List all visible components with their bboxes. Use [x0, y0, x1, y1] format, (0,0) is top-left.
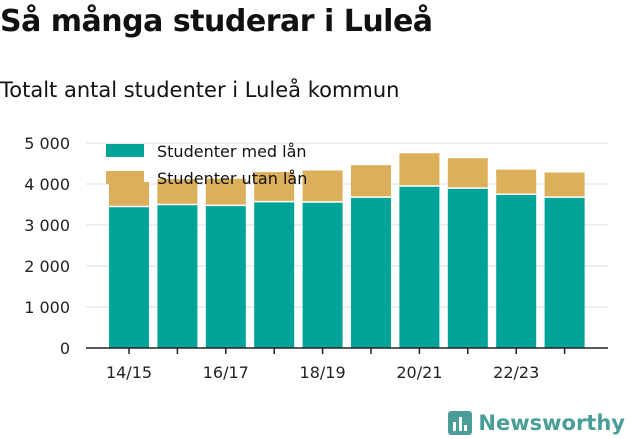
y-tick-label: 5 000 — [24, 134, 70, 153]
legend-label-without-loan: Studenter utan lån — [157, 169, 307, 188]
newsworthy-logo: Newsworthy — [448, 411, 625, 435]
bar-without-loan — [399, 153, 440, 187]
bar-without-loan — [544, 172, 585, 198]
bar-with-loan — [254, 201, 295, 348]
bar-without-loan — [254, 172, 295, 202]
x-tick-label: 18/19 — [300, 363, 346, 382]
bar-chart-logo-icon — [448, 411, 473, 435]
bar-without-loan — [205, 178, 246, 206]
bars — [109, 153, 585, 348]
bar-without-loan — [447, 158, 488, 189]
chart-subtitle: Totalt antal studenter i Luleå kommun — [0, 78, 400, 102]
x-tick-label: 20/21 — [396, 363, 442, 382]
bar-with-loan — [544, 197, 585, 348]
y-tick-label: 4 000 — [24, 175, 70, 194]
bar-without-loan — [157, 179, 198, 205]
bar-with-loan — [399, 186, 440, 348]
chart-title: Så många studerar i Luleå — [0, 4, 433, 39]
bar-with-loan — [351, 197, 391, 348]
y-tick-label: 2 000 — [24, 257, 70, 276]
axes: 0 1 000 2 000 3 000 4 000 5 000 14/15 16/17 18/1… — [24, 134, 608, 382]
legend-swatch-without-loan — [106, 171, 144, 184]
legend: Studenter med lån Studenter utan lån — [106, 142, 307, 188]
x-tick-label: 14/15 — [106, 363, 152, 382]
brand-name: Newsworthy — [478, 411, 625, 435]
bar-with-loan — [109, 206, 149, 348]
y-tick-label: 1 000 — [24, 298, 70, 317]
legend-swatch-with-loan — [106, 144, 144, 157]
legend-label-with-loan: Studenter med lån — [157, 142, 307, 161]
y-tick-label: 0 — [60, 339, 70, 358]
x-tick-label: 22/23 — [493, 363, 539, 382]
bar-with-loan — [157, 204, 198, 348]
bar-without-loan — [302, 170, 343, 203]
bar-with-loan — [496, 194, 537, 348]
y-tick-label: 3 000 — [24, 216, 70, 235]
bar-without-loan — [109, 181, 149, 207]
bar-with-loan — [302, 202, 343, 348]
bar-without-loan — [496, 169, 537, 195]
x-tick-label: 16/17 — [203, 363, 249, 382]
bar-without-loan — [351, 165, 391, 198]
bar-with-loan — [447, 188, 488, 348]
bar-with-loan — [205, 205, 246, 348]
